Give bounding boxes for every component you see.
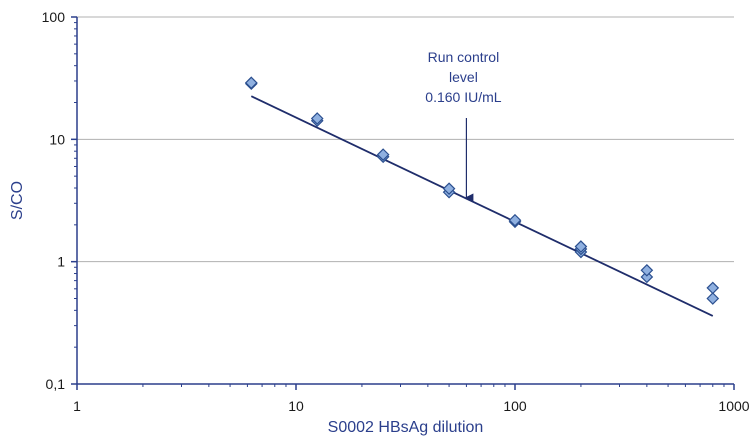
data-point [640, 263, 654, 277]
annotation: Run control level 0.160 IU/mL [425, 49, 502, 202]
data-point [376, 148, 390, 161]
data-point [442, 182, 456, 196]
annotation-line: 0.160 IU/mL [425, 89, 501, 105]
y-axis-title: S/CO [9, 181, 26, 220]
data-point [640, 270, 654, 284]
y-tick-label: 1 [57, 254, 65, 270]
y-tick-label: 10 [49, 131, 65, 147]
y-tick-label: 100 [42, 9, 66, 25]
x-tick-label: 100 [503, 398, 527, 414]
data-point [706, 292, 720, 305]
tick-labels: 0,1 1 10 100 1 10 100 1000 [42, 9, 750, 414]
axes [71, 16, 735, 390]
x-tick-label: 1 [73, 398, 81, 414]
data-point [244, 76, 258, 90]
trendline-group [250, 95, 714, 317]
data-point [706, 281, 720, 295]
data-point [508, 213, 522, 227]
x-axis-title: S0002 HBsAg dilution [328, 419, 484, 436]
annotation-line: level [449, 69, 478, 85]
annotation-line: Run control [428, 49, 500, 65]
gridlines [77, 16, 734, 263]
x-tick-label: 10 [288, 398, 304, 414]
x-tick-label: 1000 [718, 398, 749, 414]
data-point [310, 112, 324, 125]
data-points [244, 76, 720, 305]
data-point [574, 240, 588, 253]
y-tick-label: 0,1 [46, 376, 66, 392]
trendline [250, 95, 714, 317]
